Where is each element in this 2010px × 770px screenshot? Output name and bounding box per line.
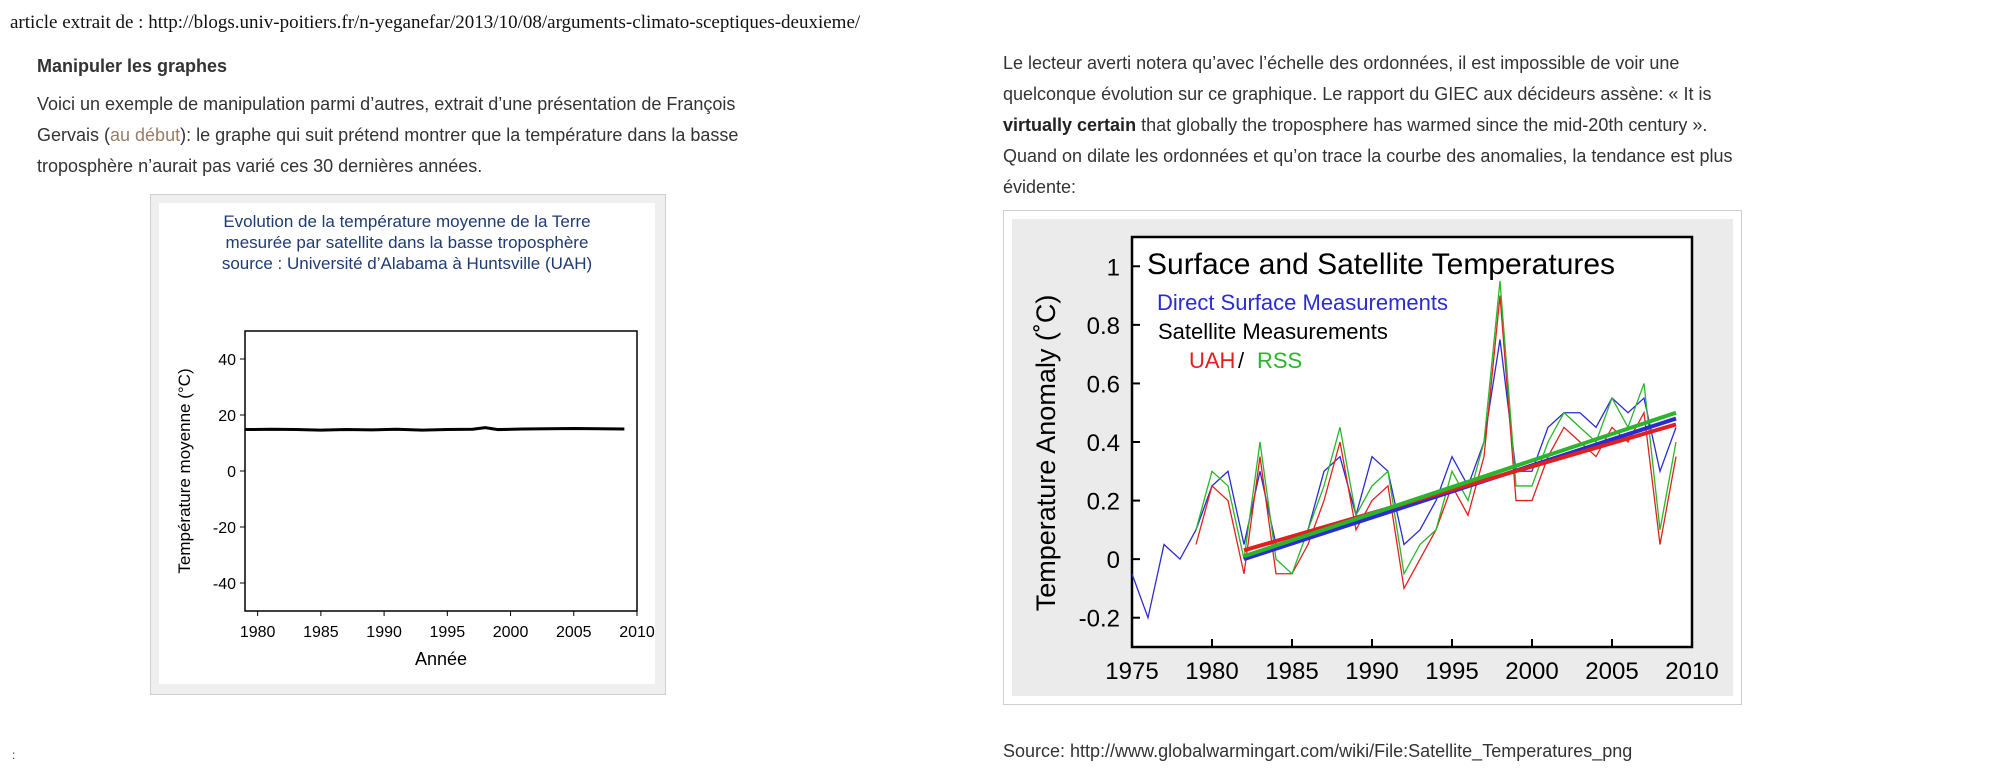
flat-temperature-figure: Evolution de la température moyenne de l… [150, 194, 666, 695]
chart2-y-ticks: -0.2 0 0.2 0.4 0.6 0.8 1 [1079, 254, 1140, 633]
chart1-title-line-2: mesurée par satellite dans la basse trop… [226, 233, 589, 252]
chart2-y-tick-label: 0.4 [1087, 430, 1120, 457]
intro-text-after-link: ): le graphe qui suit prétend montrer qu… [37, 125, 739, 176]
chart1-y-tick-label: 20 [218, 408, 236, 425]
chart2-y-axis-label: Temperature Anomaly (˚C) [1031, 295, 1061, 612]
chart1-x-tick-label: 1995 [430, 624, 466, 641]
anomaly-figure: -0.2 0 0.2 0.4 0.6 0.8 1 1975 1980 1985 1990 1995 2… [1003, 210, 1742, 705]
chart1-y-axis-label: Température moyenne (°C) [175, 368, 194, 573]
chart1-x-tick-label: 1980 [240, 624, 276, 641]
figure-canvas-grey: -0.2 0 0.2 0.4 0.6 0.8 1 1975 1980 1985 1990 1995 2… [1012, 219, 1733, 696]
chart2-series [1131, 280, 1677, 621]
chart2-y-tick-label: 0.6 [1087, 371, 1120, 398]
chart2-x-tick-label: 2000 [1505, 658, 1558, 685]
chart2-x-tick-label: 1980 [1185, 658, 1238, 685]
figure-canvas: Evolution de la température moyenne de l… [159, 203, 655, 684]
legend-satellite: Satellite Measurements [1158, 319, 1388, 344]
right-column: Le lecteur averti notera qu’avec l’échel… [1003, 48, 1763, 203]
chart1-y-ticks: -40 -20 0 20 40 [213, 352, 245, 593]
legend-surface: Direct Surface Measurements [1157, 290, 1448, 315]
chart2-title: Surface and Satellite Temperatures [1147, 248, 1615, 281]
chart1-x-ticks: 1980 1985 1990 1995 2000 2005 2010 [240, 611, 655, 641]
chart2-x-tick-label: 2010 [1665, 658, 1718, 685]
uah-trend-line [1243, 422, 1677, 553]
source-citation: Source: http://www.globalwarmingart.com/… [1003, 741, 1633, 761]
intro-text-before-link: Voici un exemple de manipulation parmi d… [37, 94, 736, 145]
au-debut-link[interactable]: au début [110, 125, 181, 145]
anomaly-chart: -0.2 0 0.2 0.4 0.6 0.8 1 1975 1980 1985 1990 1995 2… [1031, 235, 1719, 685]
commentary-bold-phrase: virtually certain [1003, 115, 1137, 135]
commentary-text-2: that globally the troposphere has warmed… [1003, 115, 1733, 197]
chart2-y-tick-label: 0.2 [1087, 489, 1120, 516]
chart1-title-line-1: Evolution de la température moyenne de l… [223, 212, 590, 231]
chart1-y-tick-label: -20 [213, 520, 236, 537]
chart2-x-tick-label: 2005 [1585, 658, 1638, 685]
flat-temperature-chart: Evolution de la température moyenne de l… [175, 212, 655, 669]
chart2-y-tick-label: 1 [1107, 254, 1120, 281]
chart1-temperature-line [244, 426, 625, 432]
chart1-x-tick-label: 2010 [619, 624, 655, 641]
chart2-y-tick-label: -0.2 [1079, 606, 1120, 633]
chart1-x-tick-label: 1990 [366, 624, 402, 641]
rss-trend-line [1243, 410, 1677, 559]
chart1-x-tick-label: 1985 [303, 624, 339, 641]
chart1-y-tick-label: 0 [227, 464, 236, 481]
chart2-trend-lines [1243, 410, 1677, 562]
intro-paragraph: Voici un exemple de manipulation parmi d… [37, 89, 797, 182]
commentary-paragraph: Le lecteur averti notera qu’avec l’échel… [1003, 48, 1763, 203]
commentary-text-1: Le lecteur averti notera qu’avec l’échel… [1003, 53, 1712, 104]
legend-uah: UAH [1189, 348, 1235, 373]
chart2-x-tick-label: 1975 [1105, 658, 1158, 685]
chart1-title-line-3: source : Université d’Alabama à Huntsvil… [222, 254, 592, 273]
chart1-y-tick-label: 40 [218, 352, 236, 369]
left-column: Manipuler les graphes Voici un exemple d… [37, 56, 797, 182]
article-source-line: article extrait de : http://blogs.univ-p… [10, 12, 861, 33]
footer-mark: : [12, 748, 16, 762]
chart2-x-tick-label: 1995 [1425, 658, 1478, 685]
chart1-series [244, 426, 625, 432]
chart1-x-axis-label: Année [415, 649, 467, 669]
chart1-plot-frame [244, 330, 638, 612]
chart2-x-ticks: 1975 1980 1985 1990 1995 2000 2005 2010 [1105, 639, 1719, 685]
chart2-x-tick-label: 1990 [1345, 658, 1398, 685]
chart1-x-tick-label: 2000 [493, 624, 529, 641]
rss-series-line [1195, 280, 1677, 576]
surface-series-line [1131, 339, 1677, 621]
legend-slash: / [1238, 348, 1245, 373]
chart1-y-tick-label: -40 [213, 576, 236, 593]
chart2-y-tick-label: 0.8 [1087, 313, 1120, 340]
chart2-y-tick-label: 0 [1107, 547, 1120, 574]
chart2-x-tick-label: 1985 [1265, 658, 1318, 685]
section-heading: Manipuler les graphes [37, 56, 228, 76]
legend-rss: RSS [1257, 348, 1302, 373]
chart1-x-tick-label: 2005 [556, 624, 592, 641]
